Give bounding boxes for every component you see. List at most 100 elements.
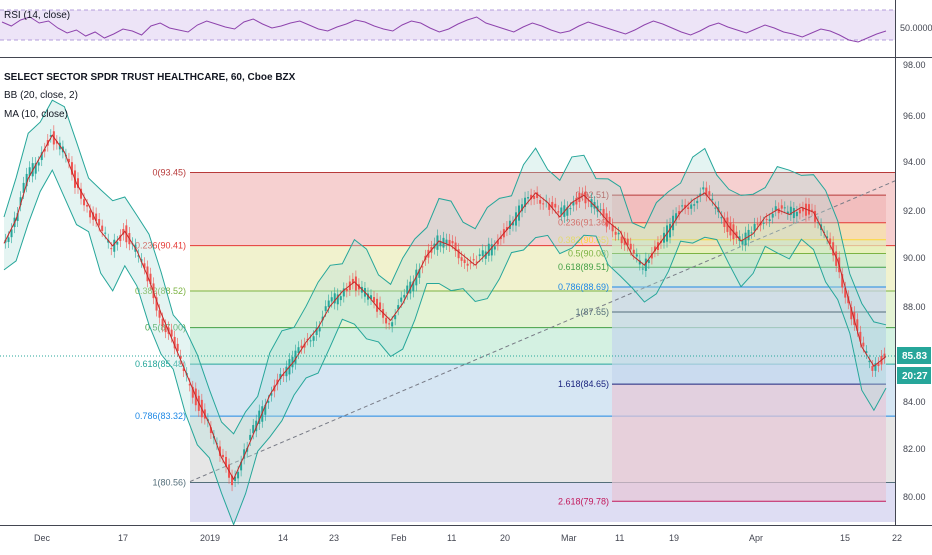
candle-body xyxy=(461,257,463,261)
candle-body xyxy=(385,318,387,324)
candle-body xyxy=(340,296,342,300)
time-tick: 23 xyxy=(329,533,339,543)
time-tick: Mar xyxy=(561,533,577,543)
candle-body xyxy=(116,242,118,245)
candle-body xyxy=(757,224,759,225)
time-tick: Feb xyxy=(391,533,407,543)
candle-body xyxy=(331,297,333,301)
candle-body xyxy=(473,259,475,260)
candle-body xyxy=(708,191,710,194)
candle-body xyxy=(696,201,698,203)
candle-body xyxy=(104,233,106,234)
ext-level-label: 1(87.65) xyxy=(575,307,609,317)
candle-body xyxy=(754,224,756,231)
candle-body xyxy=(557,211,559,212)
price-axis[interactable]: 50.0000 98.00 96.00 94.00 92.00 90.00 88… xyxy=(896,0,932,525)
price-tick: 96.00 xyxy=(903,111,926,121)
main-panel[interactable]: 0(93.45)0.236(90.41)0.382(88.52)0.5(87.0… xyxy=(0,72,895,525)
indicator-bb-legend[interactable]: BB (20, close, 2) xyxy=(4,90,78,101)
ext-level-label: 2.618(79.78) xyxy=(558,496,609,506)
candle-body xyxy=(871,366,873,371)
candle-body xyxy=(379,302,381,309)
candle-body xyxy=(600,209,602,210)
time-axis[interactable]: Dec 17 2019 14 23 Feb 11 20 Mar 11 19 Ap… xyxy=(0,526,932,544)
ext-level-label: 0.618(89.51) xyxy=(558,262,609,272)
rsi-legend[interactable]: RSI (14, close) xyxy=(4,10,70,21)
price-tick: 82.00 xyxy=(903,444,926,454)
candle-body xyxy=(621,237,623,243)
candle-body xyxy=(690,204,692,208)
candle-body xyxy=(808,204,810,214)
current-price-text: 85.83 xyxy=(902,351,927,362)
fib-level-label: 1(80.56) xyxy=(152,478,186,488)
candle-body xyxy=(89,210,91,217)
candle-body xyxy=(793,208,795,218)
candle-body xyxy=(751,232,753,233)
candle-body xyxy=(720,217,722,218)
candle-body xyxy=(772,214,774,218)
candle-body xyxy=(554,204,556,208)
time-tick: 17 xyxy=(118,533,128,543)
candle-body xyxy=(467,264,469,266)
candle-body xyxy=(101,226,103,231)
indicator-ma-legend[interactable]: MA (10, close) xyxy=(4,109,68,120)
candle-body xyxy=(811,210,813,211)
candle-body xyxy=(98,219,100,225)
candle-body xyxy=(403,295,405,298)
candle-body xyxy=(162,319,164,326)
ext-zone xyxy=(612,312,886,384)
candle-body xyxy=(681,205,683,206)
candle-body xyxy=(86,205,88,207)
time-tick: 20 xyxy=(500,533,510,543)
candle-body xyxy=(113,240,115,252)
candle-body xyxy=(237,472,239,478)
time-tick: 19 xyxy=(669,533,679,543)
candle-body xyxy=(325,306,327,311)
candle-body xyxy=(458,249,460,258)
rsi-band xyxy=(0,10,895,40)
candle-body xyxy=(711,199,713,200)
candle-body xyxy=(630,244,632,250)
candle-body xyxy=(222,455,224,457)
rsi-panel[interactable]: RSI (14, close) xyxy=(0,0,895,56)
candle-body xyxy=(862,343,864,347)
candle-body xyxy=(110,248,112,249)
candle-body xyxy=(581,193,583,195)
candle-body xyxy=(763,223,765,224)
candle-body xyxy=(400,298,402,302)
ext-zone xyxy=(612,384,886,501)
candle-body xyxy=(766,219,768,220)
candle-body xyxy=(781,205,783,208)
time-tick: 11 xyxy=(615,533,624,543)
chart-title[interactable]: SELECT SECTOR SPDR TRUST HEALTHCARE, 60,… xyxy=(4,72,296,83)
ext-level-label: 1.618(84.65) xyxy=(558,379,609,389)
candle-body xyxy=(388,323,390,324)
candle-body xyxy=(615,232,617,235)
candle-body xyxy=(391,322,393,326)
candle-body xyxy=(687,207,689,209)
candle-body xyxy=(83,199,85,205)
candle-body xyxy=(310,340,312,341)
candle-body xyxy=(38,162,40,165)
time-tick: 2019 xyxy=(200,533,220,543)
candle-body xyxy=(775,206,777,210)
candle-body xyxy=(569,208,571,209)
candle-body xyxy=(539,200,541,204)
candle-body xyxy=(642,269,644,270)
price-tick: 90.00 xyxy=(903,253,926,263)
ext-level-label: 0.786(88.69) xyxy=(558,282,609,292)
time-tick: 22 xyxy=(892,533,902,543)
countdown-text: 20:27 xyxy=(902,371,928,382)
candle-body xyxy=(494,246,496,249)
candle-body xyxy=(796,212,798,216)
rsi-axis-label: 50.0000 xyxy=(900,23,932,33)
candle-body xyxy=(542,203,544,204)
time-tick: 15 xyxy=(840,533,850,543)
candle-body xyxy=(714,208,716,209)
candle-body xyxy=(784,207,786,208)
candle-body xyxy=(346,289,348,291)
fib-level-label: 0(93.45) xyxy=(152,167,186,177)
price-tick: 98.00 xyxy=(903,60,926,70)
